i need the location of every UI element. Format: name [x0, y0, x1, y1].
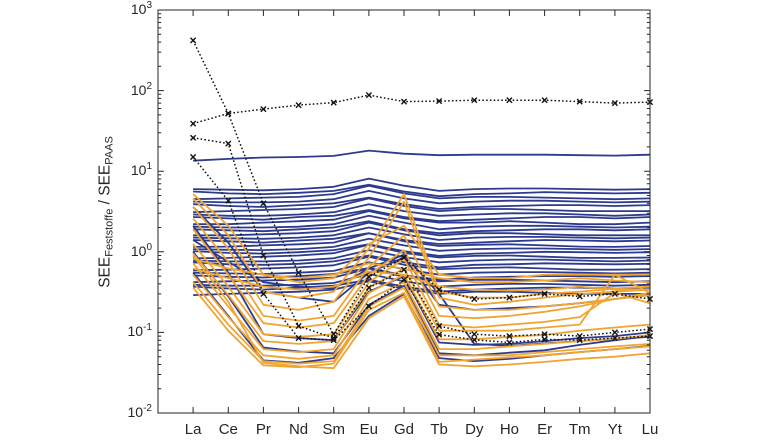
series-line-dotted-03: [192, 137, 651, 339]
x-tick-label-Tm: Tm: [568, 421, 591, 438]
x-tick-label-Ce: Ce: [218, 421, 238, 438]
series-line-navy-06: [193, 197, 650, 214]
series-line-orange-06: [192, 253, 651, 345]
series-line-orange-09: [192, 281, 651, 365]
dotted-series-group: [190, 37, 654, 346]
series-line-navy-10: [193, 214, 651, 231]
y-tick-label-1e3: 103: [130, 0, 152, 17]
series-line-dotted-04: [192, 156, 651, 344]
series-line-navy-19: [193, 249, 651, 264]
x-tick-label-Lu: Lu: [641, 421, 659, 438]
series-line-navy-20: [193, 254, 651, 269]
series-line-orange-01: [192, 193, 651, 299]
series-line-orange-08: [192, 274, 651, 360]
series-line-navy-02: [193, 183, 651, 198]
x-tick-label-Nd: Nd: [288, 421, 309, 438]
x-tick-label-Dy: Dy: [465, 421, 484, 438]
series-line-navy-23: [193, 267, 651, 281]
y-tick-label-1e-1: 10-1: [127, 322, 152, 340]
series-line-navy-00: [193, 149, 651, 162]
x-tick-label-Pr: Pr: [255, 421, 271, 438]
series-line-orange-05: [192, 243, 651, 338]
series-line-navy-04: [193, 189, 651, 205]
x-tick-label-Tb: Tb: [430, 421, 448, 438]
axis-ticks: [158, 9, 651, 414]
series-markers-dotted-02: [190, 92, 654, 127]
series-line-orange-12: [192, 267, 650, 292]
x-tick-label-Er: Er: [537, 421, 553, 438]
orange-series-group: [192, 193, 651, 370]
x-tick-label-La: La: [184, 421, 202, 438]
y-tick-label-1e0: 100: [130, 241, 152, 259]
series-line-orange-03: [192, 217, 651, 322]
y-axis-label-sep: /: [96, 195, 114, 209]
series-line-navy-24: [193, 267, 651, 284]
x-tick-label-Yt: Yt: [607, 421, 622, 438]
series-line-navy-21: [193, 255, 651, 272]
series-line-navy-09: [193, 210, 651, 226]
series-markers-dotted-03: [190, 134, 654, 342]
series-line-orange-10: [192, 287, 651, 369]
series-line-orange-14: [192, 254, 651, 370]
series-line-orange-04: [192, 228, 651, 329]
series-line-navy-11: [193, 220, 651, 235]
series-markers-dotted-04: [190, 153, 654, 346]
series-line-orange-13: [192, 193, 650, 284]
series-line-navy-01: [193, 177, 651, 192]
series-line-dotted-02: [192, 94, 651, 125]
series-line-navy-03: [193, 184, 651, 201]
x-tick-label-Ho: Ho: [499, 421, 520, 438]
x-tick-label-Eu: Eu: [359, 421, 379, 438]
series-line-navy-13: [193, 226, 651, 241]
series-line-navy-05: [193, 196, 651, 210]
y-axis-label: SEEFeststoffe / SEEPAAS: [97, 136, 116, 288]
series-line-navy-17: [193, 243, 651, 257]
series-line-dotted-01: [192, 40, 651, 335]
axes-box: [157, 9, 651, 414]
x-tick-label-Gd: Gd: [393, 421, 414, 438]
series-line-navy-08: [193, 209, 651, 223]
y-tick-label-1e-2: 10-2: [127, 403, 152, 420]
y-axis-label-see1: SEE: [96, 256, 114, 288]
navy-series-group: [192, 149, 651, 364]
series-line-navy-18: [193, 243, 651, 260]
y-tick-label-1e2: 102: [130, 80, 152, 98]
y-tick-label-1e1: 101: [130, 161, 152, 179]
x-tick-label-Sm: Sm: [322, 421, 345, 438]
series-line-navy-12: [193, 221, 650, 237]
